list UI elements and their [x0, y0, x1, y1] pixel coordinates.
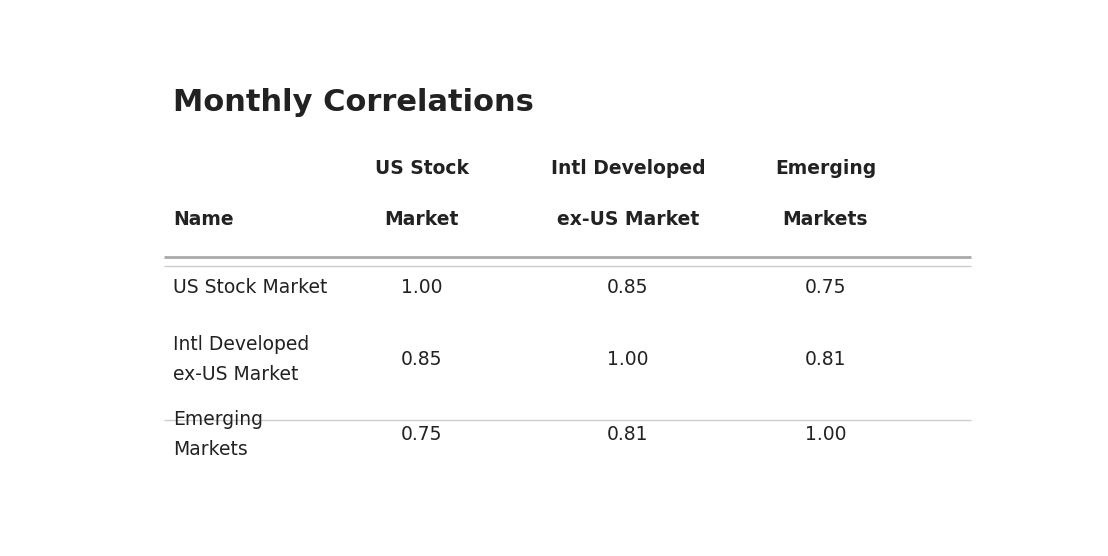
- Text: US Stock: US Stock: [375, 159, 469, 178]
- Text: ex-US Market: ex-US Market: [173, 365, 298, 384]
- Text: Intl Developed: Intl Developed: [551, 159, 706, 178]
- Text: Monthly Correlations: Monthly Correlations: [173, 88, 534, 117]
- Text: 0.85: 0.85: [401, 350, 442, 370]
- Text: 0.75: 0.75: [804, 277, 847, 297]
- Text: Markets: Markets: [173, 440, 247, 459]
- Text: Name: Name: [173, 210, 234, 230]
- Text: 0.81: 0.81: [607, 425, 648, 444]
- Text: Intl Developed: Intl Developed: [173, 335, 309, 355]
- Text: ex-US Market: ex-US Market: [557, 210, 699, 230]
- Text: US Stock Market: US Stock Market: [173, 277, 327, 297]
- Text: 0.85: 0.85: [607, 277, 648, 297]
- Text: 1.00: 1.00: [401, 277, 442, 297]
- Text: 0.81: 0.81: [804, 350, 847, 370]
- Text: 0.75: 0.75: [401, 425, 442, 444]
- Text: Emerging: Emerging: [173, 410, 263, 429]
- Text: 1.00: 1.00: [607, 350, 648, 370]
- Text: Market: Market: [384, 210, 459, 230]
- Text: Emerging: Emerging: [774, 159, 876, 178]
- Text: 1.00: 1.00: [804, 425, 847, 444]
- Text: Markets: Markets: [782, 210, 869, 230]
